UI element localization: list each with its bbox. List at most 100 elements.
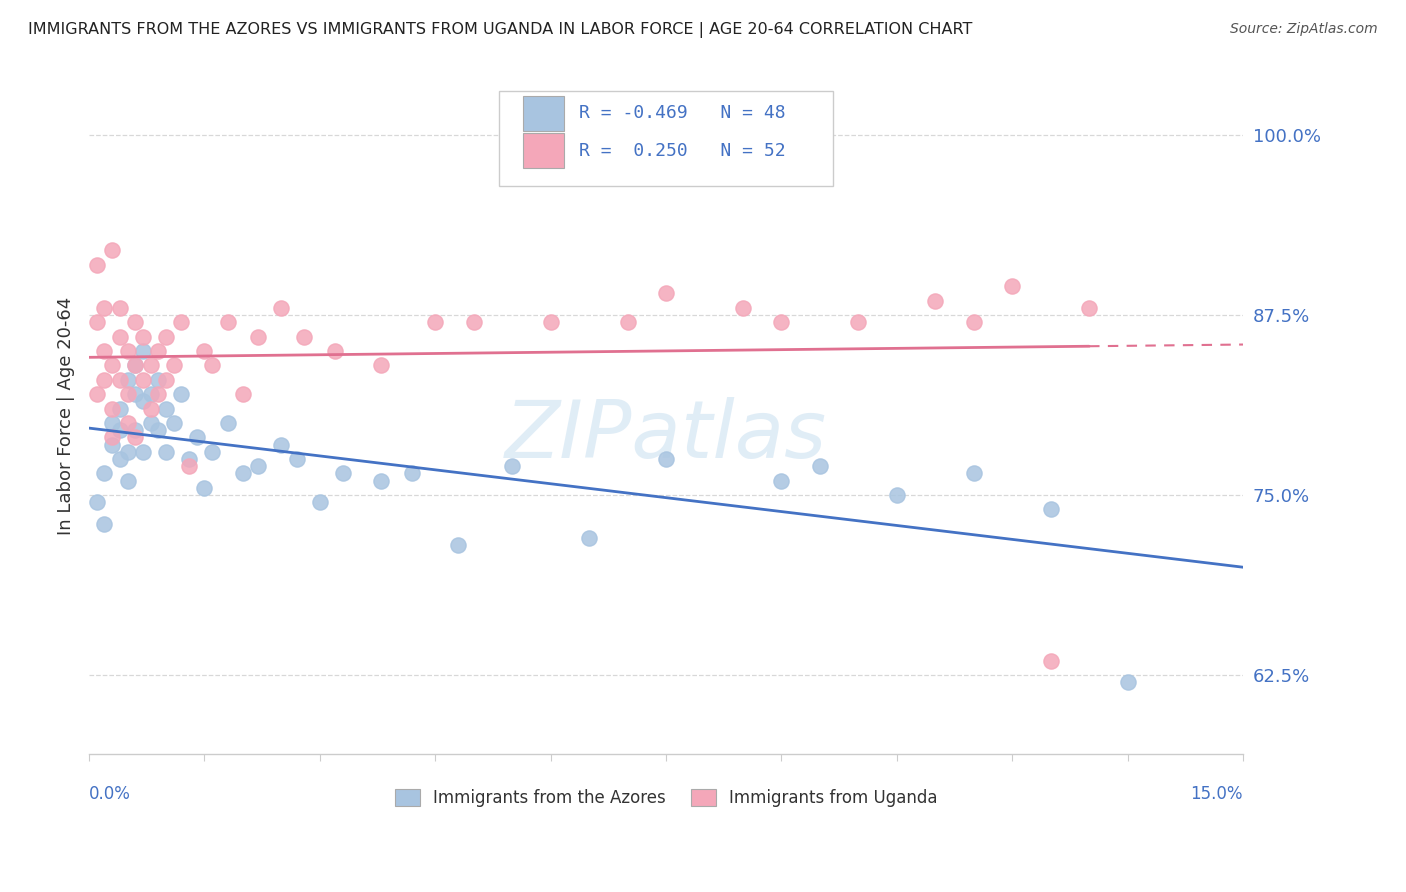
Text: IMMIGRANTS FROM THE AZORES VS IMMIGRANTS FROM UGANDA IN LABOR FORCE | AGE 20-64 : IMMIGRANTS FROM THE AZORES VS IMMIGRANTS… (28, 22, 973, 38)
Point (139, 387, 162, 401)
Point (323, 344, 346, 359)
Point (117, 474, 139, 488)
Point (655, 286, 678, 301)
Point (1039, 502, 1062, 516)
Point (139, 401, 162, 416)
Point (148, 387, 170, 401)
Point (232, 467, 254, 481)
Point (1078, 301, 1101, 315)
Point (117, 344, 139, 359)
Point (86, 315, 108, 329)
FancyBboxPatch shape (499, 91, 834, 186)
Point (86, 495, 108, 509)
Point (270, 437, 292, 451)
Point (86, 258, 108, 272)
Point (124, 359, 146, 373)
Point (447, 538, 470, 552)
Point (808, 459, 831, 474)
Text: R =  0.250   N = 52: R = 0.250 N = 52 (579, 142, 786, 160)
Point (163, 359, 186, 373)
Point (124, 430, 146, 444)
Point (139, 359, 162, 373)
Point (963, 315, 986, 329)
Point (101, 430, 124, 444)
Legend: Immigrants from the Azores, Immigrants from Uganda: Immigrants from the Azores, Immigrants f… (388, 782, 945, 814)
Point (232, 387, 254, 401)
Point (148, 373, 170, 387)
Point (101, 359, 124, 373)
Point (217, 416, 239, 430)
Point (139, 416, 162, 430)
Point (846, 315, 869, 329)
Point (93, 344, 115, 359)
Point (155, 401, 177, 416)
Point (132, 394, 155, 409)
Point (201, 359, 224, 373)
Point (463, 315, 485, 329)
Point (124, 387, 146, 401)
Text: 0.0%: 0.0% (89, 785, 131, 803)
Point (124, 315, 146, 329)
Point (578, 531, 600, 545)
Point (1001, 279, 1024, 293)
Point (163, 416, 186, 430)
Point (93, 467, 115, 481)
FancyBboxPatch shape (523, 133, 564, 168)
Point (193, 481, 215, 495)
Point (294, 329, 316, 343)
Point (770, 474, 793, 488)
Text: Source: ZipAtlas.com: Source: ZipAtlas.com (1230, 22, 1378, 37)
Point (540, 315, 562, 329)
Point (655, 452, 678, 467)
Point (124, 423, 146, 437)
Point (108, 423, 131, 437)
Point (924, 293, 946, 308)
Point (177, 459, 200, 474)
Point (108, 452, 131, 467)
Point (108, 301, 131, 315)
Point (93, 301, 115, 315)
Point (101, 437, 124, 451)
Point (132, 373, 155, 387)
Point (155, 373, 177, 387)
Point (247, 459, 270, 474)
Point (117, 387, 139, 401)
Point (1116, 675, 1139, 690)
Point (101, 401, 124, 416)
Point (101, 416, 124, 430)
Point (108, 329, 131, 343)
Point (101, 244, 124, 258)
Point (132, 329, 155, 343)
Point (201, 445, 224, 459)
Point (132, 344, 155, 359)
Point (770, 315, 793, 329)
Point (332, 467, 354, 481)
Point (616, 315, 638, 329)
Point (501, 459, 523, 474)
Point (117, 416, 139, 430)
Point (148, 344, 170, 359)
Point (108, 401, 131, 416)
Point (217, 315, 239, 329)
Point (308, 495, 330, 509)
Text: ZIPatlas: ZIPatlas (505, 397, 827, 475)
Point (93, 516, 115, 531)
Point (108, 373, 131, 387)
Point (1039, 654, 1062, 668)
FancyBboxPatch shape (523, 96, 564, 130)
Point (963, 467, 986, 481)
Point (370, 474, 392, 488)
Point (132, 445, 155, 459)
Text: 15.0%: 15.0% (1191, 785, 1243, 803)
Point (886, 488, 908, 502)
Point (117, 373, 139, 387)
Point (86, 387, 108, 401)
Point (124, 359, 146, 373)
Point (177, 452, 200, 467)
Point (193, 344, 215, 359)
Y-axis label: In Labor Force | Age 20-64: In Labor Force | Age 20-64 (58, 297, 75, 535)
Point (155, 445, 177, 459)
Point (425, 315, 447, 329)
Point (285, 452, 308, 467)
Point (117, 445, 139, 459)
